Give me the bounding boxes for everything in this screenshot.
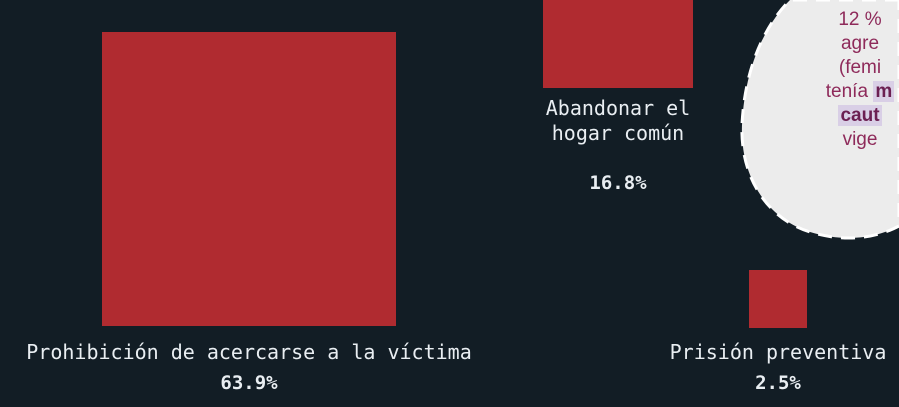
- value-label: 16.8%: [589, 172, 647, 194]
- square-mark: [102, 32, 396, 326]
- category-label-line: hogar común: [551, 121, 685, 145]
- callout-fragment: (femi: [838, 57, 882, 78]
- callout-fragment: agre: [840, 33, 880, 54]
- callout-bubble-shape: [740, 0, 899, 240]
- category-label: Abandonar el hogar común: [518, 96, 718, 146]
- callout-fragment: vige: [842, 129, 878, 150]
- callout-line: agre: [800, 32, 899, 56]
- value-label: 63.9%: [220, 372, 278, 394]
- category-label-line: Abandonar el: [545, 96, 691, 120]
- callout-line: vige: [800, 128, 899, 152]
- category-label: Prohibición de acercarse a la víctima: [0, 340, 509, 365]
- category-label-line: Prisión preventiva: [669, 340, 887, 364]
- callout-highlight: m: [873, 81, 895, 102]
- callout-text: 12 % agre (femi tenía m caut vige: [800, 8, 899, 152]
- category-label-line: Prohibición de acercarse a la víctima: [26, 340, 472, 364]
- callout-line: 12 %: [800, 8, 899, 32]
- value-label: 2.5%: [755, 372, 801, 394]
- callout-line: (femi: [800, 56, 899, 80]
- square-mark: [542, 0, 694, 88]
- callout-line: caut: [800, 104, 899, 128]
- callout-highlight: caut: [838, 105, 882, 126]
- category-label: Prisión preventiva: [648, 340, 899, 365]
- square-mark: [748, 269, 808, 328]
- callout-line: tenía m: [800, 80, 899, 104]
- callout-fragment: tenía: [825, 81, 874, 102]
- callout-fragment: 12 %: [838, 9, 882, 30]
